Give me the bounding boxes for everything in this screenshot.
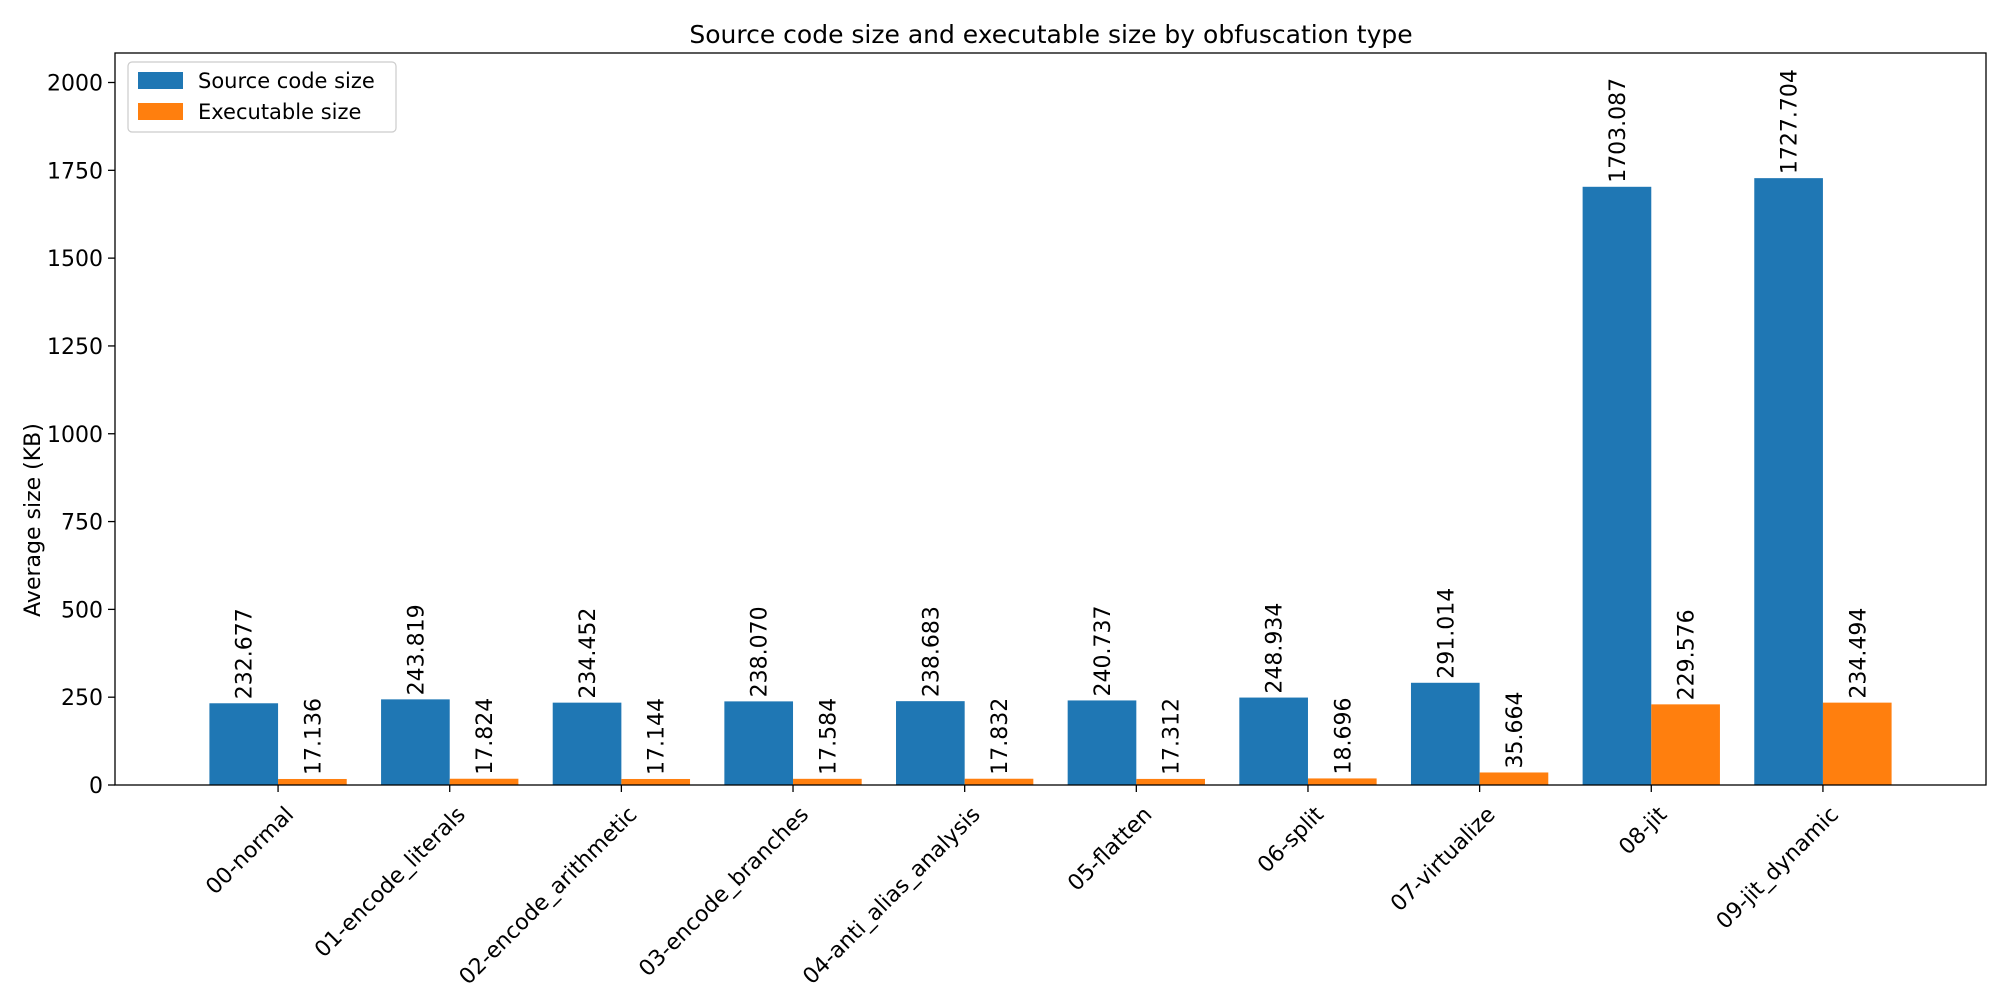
y-axis: 0 250 500 750 1000 1250 1500 1750 2000 (47, 72, 115, 799)
bar (1479, 772, 1549, 785)
bar (1307, 778, 1377, 785)
x-tick-label: 07-virtualize (1386, 802, 1500, 916)
plot-frame (114, 52, 1987, 786)
bar-value-label: 238.070 (748, 606, 773, 697)
bar (1067, 700, 1137, 785)
bar-value-label: 234.452 (576, 608, 601, 699)
bar-value-label: 17.136 (301, 698, 326, 775)
bar-value-label: 291.014 (1434, 588, 1459, 679)
bar (1651, 704, 1720, 785)
bar (381, 699, 450, 785)
y-tick-label: 750 (61, 511, 103, 536)
legend-swatch-executable (138, 103, 183, 120)
legend-box (127, 61, 397, 133)
bar-value-label: 18.696 (1331, 697, 1356, 774)
bar-value-label: 1727.704 (1778, 69, 1803, 174)
y-tick-label: 0 (89, 774, 103, 799)
chart-title: Source code size and executable size by … (689, 20, 1412, 49)
x-tick-label: 01-encode_literals (310, 802, 470, 962)
bar (209, 703, 279, 785)
bar (1239, 697, 1308, 785)
bar-value-label: 234.494 (1846, 608, 1871, 699)
y-tick-label: 1000 (47, 423, 103, 448)
bar-value-label: 17.312 (1160, 698, 1185, 775)
bar (449, 778, 519, 785)
x-tick-label: 05-flatten (1063, 802, 1157, 896)
y-axis-label: Average size (KB) (21, 423, 46, 617)
bar-value-label: 248.934 (1263, 603, 1288, 694)
legend-label-executable: Executable size (198, 100, 361, 124)
y-tick-label: 1250 (47, 335, 103, 360)
y-tick-label: 1750 (47, 159, 103, 184)
bar (1582, 186, 1652, 785)
bar (1754, 178, 1823, 785)
legend-label-source: Source code size (198, 69, 375, 93)
bar (896, 701, 965, 785)
legend-swatch-source (138, 72, 183, 89)
x-axis: 00-normal 01-encode_literals02-encode_ari… (201, 785, 1844, 990)
bar-value-label: 17.832 (988, 698, 1013, 775)
bar-value-label: 243.819 (404, 604, 429, 695)
x-tick-label: 04-anti_alias_analysis (798, 802, 985, 989)
bar-value-label: 35.664 (1503, 691, 1528, 768)
x-tick-label: 03-encode_branches (634, 802, 814, 982)
bar-value-label: 232.677 (233, 608, 258, 699)
y-tick-label: 250 (61, 686, 103, 711)
bar-value-label: 17.824 (473, 698, 498, 775)
y-tick-label: 2000 (47, 72, 103, 97)
x-tick-label: 08-jit (1614, 802, 1672, 860)
x-tick-label: 06-split (1253, 802, 1329, 878)
x-tick-label: 09-jit_dynamic (1712, 802, 1844, 934)
bar (724, 701, 794, 785)
legend: Source code size Executable size (127, 61, 397, 133)
bar (1822, 702, 1892, 785)
bar (1136, 778, 1205, 785)
bar-value-label: 238.683 (919, 606, 944, 697)
bars (209, 178, 1892, 785)
y-tick-label: 1500 (47, 247, 103, 272)
bar (1410, 682, 1480, 785)
bar-labels: 232.677 17.136 243.819 17.824 234.452 17.144 2… (233, 69, 1872, 775)
bar-value-label: 1703.087 (1606, 78, 1631, 183)
y-tick-label: 500 (61, 598, 103, 623)
bar (552, 702, 622, 785)
bar (964, 778, 1034, 785)
bar-value-label: 240.737 (1091, 605, 1116, 696)
x-tick-label: 02-encode_arithmetic (455, 802, 643, 990)
bar (621, 778, 691, 785)
bar-value-label: 17.144 (645, 698, 670, 775)
bar-value-label: 229.576 (1675, 609, 1700, 700)
bar (793, 778, 862, 785)
bar (278, 778, 347, 785)
x-tick-label: 00-normal (201, 802, 299, 900)
bar-value-label: 17.584 (816, 698, 841, 775)
